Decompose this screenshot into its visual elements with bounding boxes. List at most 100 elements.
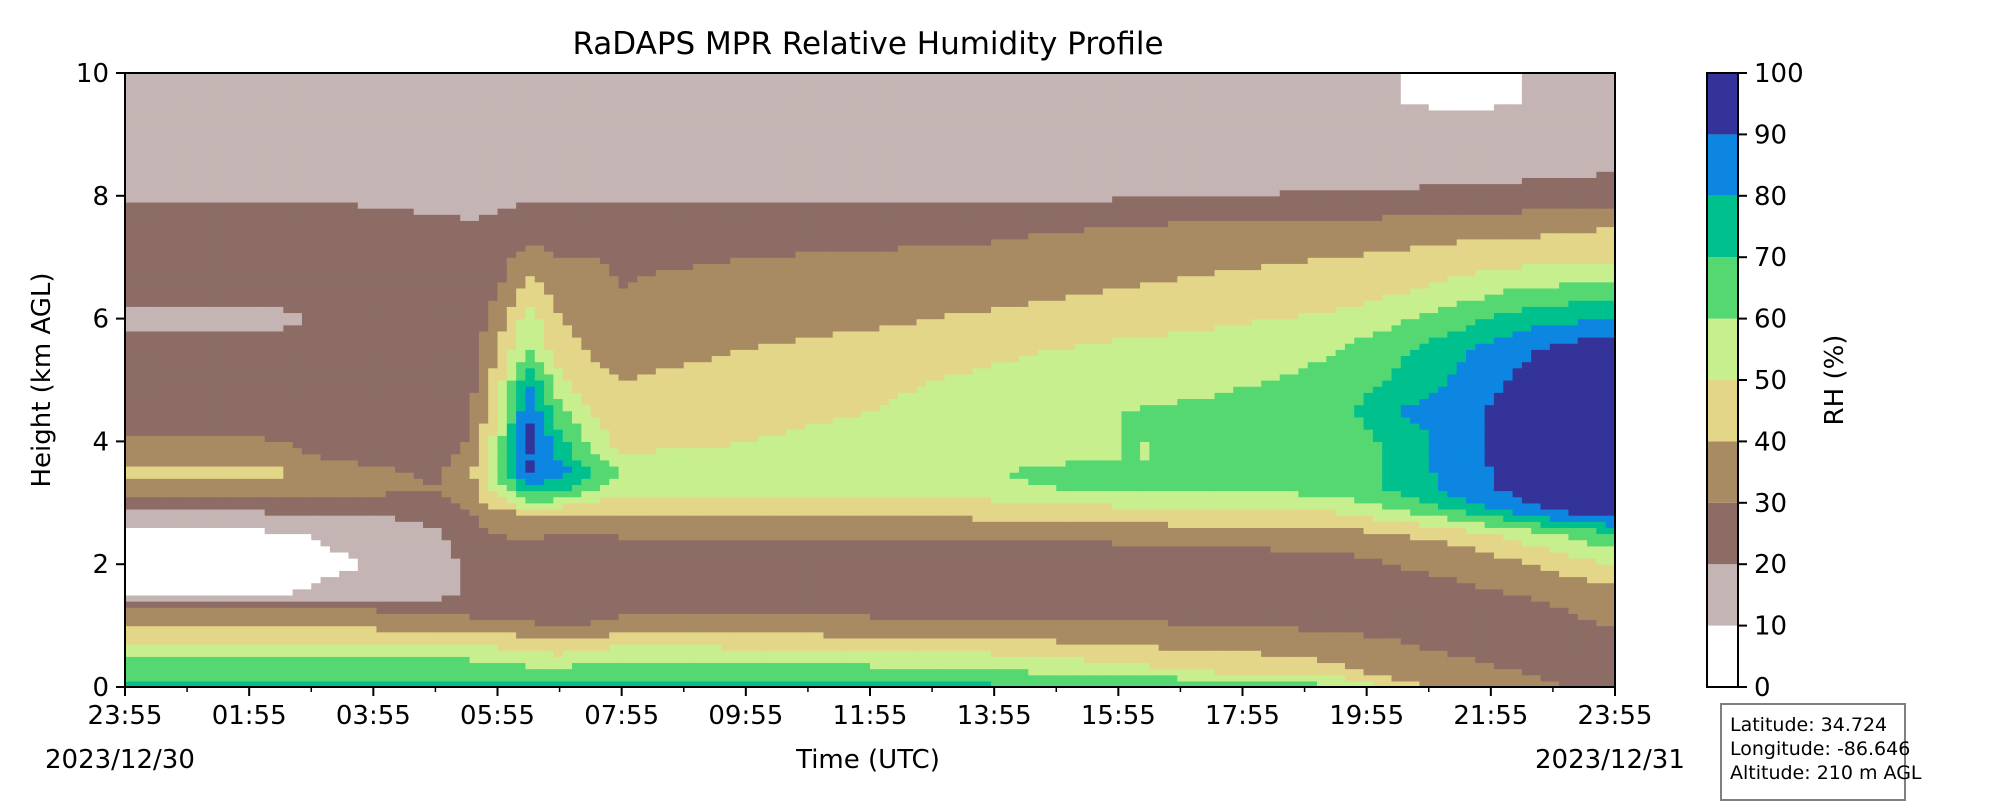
- rh-cell: [199, 674, 210, 682]
- rh-cell: [1298, 564, 1309, 571]
- rh-cell: [888, 601, 899, 608]
- rh-cell: [1158, 515, 1169, 522]
- rh-cell: [767, 680, 778, 687]
- rh-cell: [143, 582, 154, 590]
- rh-cell: [134, 594, 145, 602]
- rh-cell: [1177, 656, 1188, 664]
- rh-cell: [935, 674, 946, 682]
- rh-cell: [1447, 515, 1458, 522]
- rh-cell: [432, 625, 443, 633]
- rh-cell: [1344, 613, 1355, 621]
- rh-cell: [404, 564, 415, 571]
- rh-cell: [758, 674, 769, 682]
- rh-cell: [860, 564, 871, 571]
- rh-cell: [1233, 680, 1244, 687]
- rh-cell: [1317, 539, 1327, 547]
- rh-cell: [525, 533, 536, 541]
- rh-cell: [227, 539, 238, 547]
- rh-cell: [851, 588, 862, 596]
- rh-cell: [1419, 662, 1430, 670]
- rh-cell: [367, 650, 378, 657]
- rh-cell: [199, 631, 210, 639]
- rh-cell: [1540, 521, 1551, 528]
- rh-cell: [767, 601, 778, 608]
- rh-cell: [1568, 644, 1579, 651]
- rh-cell: [1037, 508, 1048, 516]
- rh-cell: [1121, 545, 1132, 553]
- rh-cell: [441, 564, 452, 571]
- rh-cell: [981, 668, 992, 676]
- rh-cell: [1326, 650, 1337, 657]
- rh-cell: [842, 594, 852, 602]
- rh-cell: [469, 576, 480, 584]
- rh-cell: [972, 668, 983, 676]
- rh-cell: [1391, 631, 1402, 639]
- rh-cell: [814, 619, 825, 627]
- rh-cell: [1521, 637, 1532, 645]
- rh-cell: [1205, 496, 1216, 504]
- rh-cell: [460, 533, 471, 541]
- rh-cell: [143, 637, 154, 645]
- rh-cell: [683, 601, 694, 608]
- rh-cell: [1177, 613, 1188, 621]
- rh-cell: [1493, 619, 1504, 627]
- rh-cell: [1046, 570, 1057, 578]
- rh-cell: [1214, 521, 1225, 528]
- rh-cell: [1158, 601, 1169, 608]
- rh-cell: [1382, 619, 1393, 627]
- rh-cell: [264, 508, 275, 516]
- rh-cell: [1289, 539, 1299, 547]
- rh-cell: [488, 588, 499, 596]
- rh-cell: [870, 662, 880, 670]
- rh-cell: [1251, 607, 1262, 614]
- rh-cell: [1140, 570, 1150, 578]
- rh-cell: [1195, 619, 1206, 627]
- rh-cell: [1261, 594, 1272, 602]
- rh-cell: [1428, 668, 1439, 676]
- rh-cell: [320, 570, 331, 578]
- rh-cell: [935, 502, 946, 510]
- rh-cell: [1195, 601, 1206, 608]
- rh-cell: [1251, 570, 1262, 578]
- rh-cell: [730, 570, 741, 578]
- rh-cell: [339, 533, 350, 541]
- rh-cell: [1587, 594, 1597, 602]
- rh-cell: [320, 637, 331, 645]
- rh-cell: [1568, 619, 1579, 627]
- rh-cell: [525, 558, 536, 565]
- rh-cell: [367, 515, 378, 522]
- rh-cell: [1466, 668, 1476, 676]
- rh-cell: [1475, 619, 1486, 627]
- rh-cell: [1354, 508, 1365, 516]
- rh-cell: [320, 613, 331, 621]
- rh-cell: [1000, 680, 1011, 687]
- rh-cell: [301, 508, 312, 516]
- rh-cell: [888, 674, 899, 682]
- rh-cell: [162, 637, 173, 645]
- rh-cell: [544, 631, 554, 639]
- rh-cell: [1335, 662, 1346, 670]
- rh-cell: [702, 631, 713, 639]
- rh-cell: [208, 613, 219, 621]
- rh-cell: [870, 631, 880, 639]
- rh-cell: [963, 508, 974, 516]
- rh-cell: [832, 637, 843, 645]
- rh-cell: [674, 631, 685, 639]
- rh-cell: [1400, 594, 1411, 602]
- rh-cell: [1568, 631, 1579, 639]
- rh-cell: [1317, 502, 1327, 510]
- rh-cell: [1028, 607, 1039, 614]
- rh-cell: [1503, 662, 1514, 670]
- rh-cell: [739, 601, 750, 608]
- rh-cell: [1130, 650, 1141, 657]
- rh-cell: [1186, 545, 1197, 553]
- rh-cell: [1521, 674, 1532, 682]
- rh-cell: [1065, 539, 1076, 547]
- rh-cell: [1521, 558, 1532, 565]
- rh-cell: [1056, 558, 1067, 565]
- rh-cell: [1344, 588, 1355, 596]
- rh-cell: [1484, 668, 1495, 676]
- rh-cell: [1549, 558, 1560, 565]
- rh-cell: [227, 680, 238, 687]
- rh-cell: [1112, 496, 1123, 504]
